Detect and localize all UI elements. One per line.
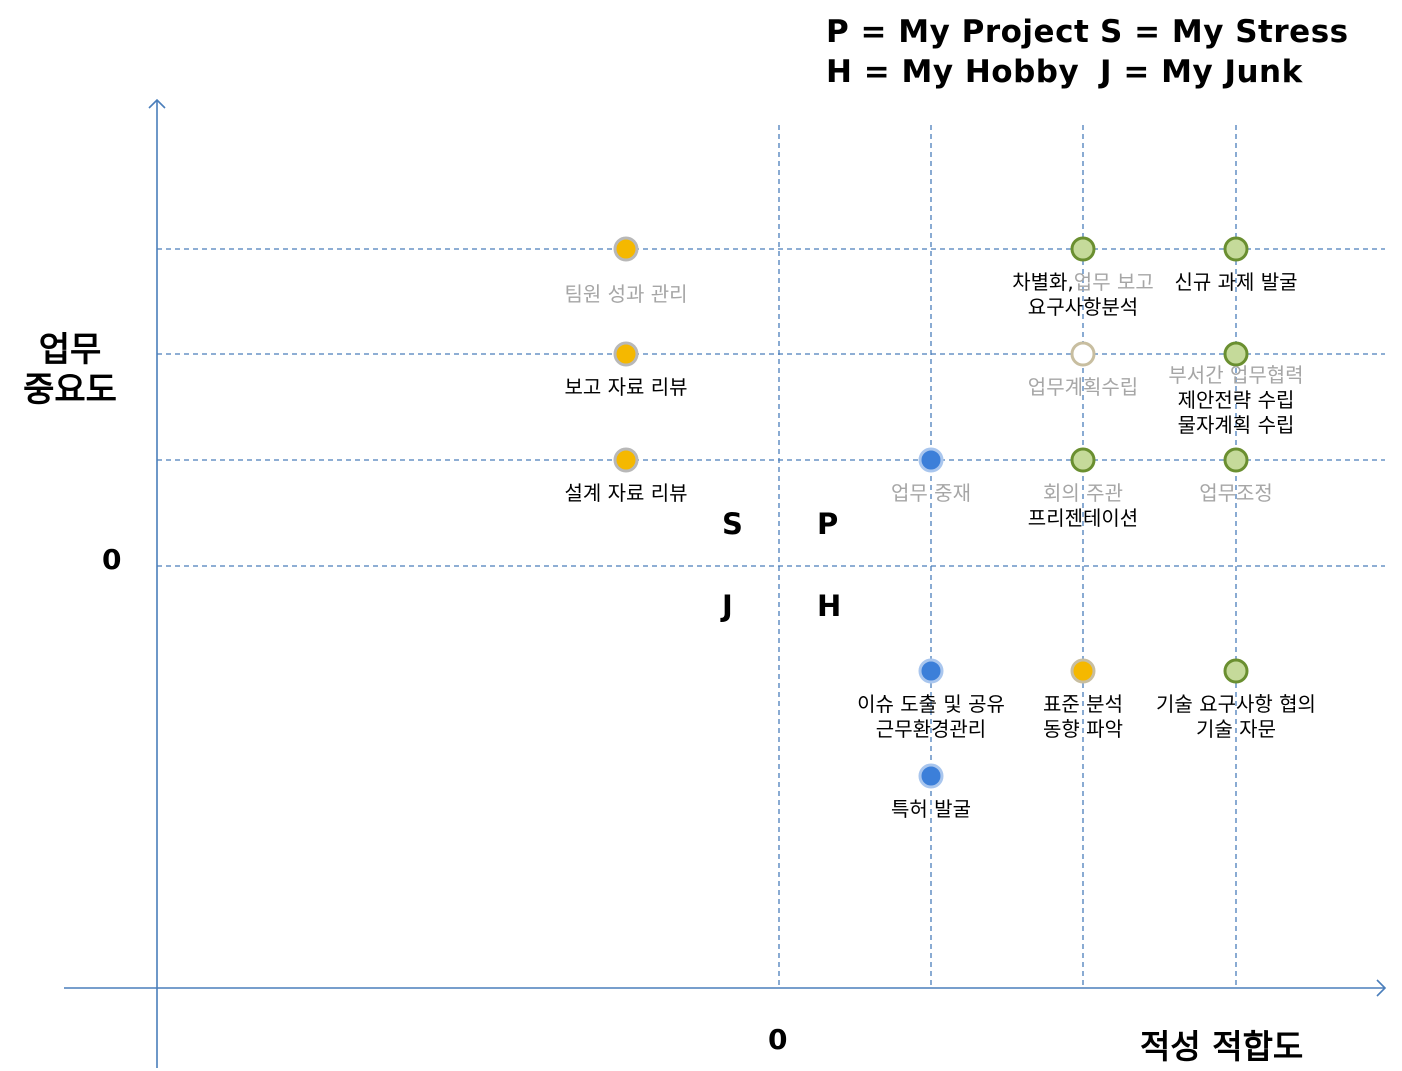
task-point-design-review: 설계 자료 리뷰 bbox=[564, 447, 688, 505]
task-point-mediation: 업무 중재 bbox=[891, 447, 971, 505]
point-label: 표준 분석 bbox=[1043, 692, 1123, 716]
legend-stress: S = My Stress bbox=[1100, 14, 1349, 50]
point-label: 동향 파악 bbox=[1043, 717, 1123, 741]
task-point-team-eval: 팀원 성과 관리 bbox=[564, 236, 688, 306]
legend-project: P = My Project bbox=[826, 14, 1090, 50]
point-marker bbox=[1223, 341, 1249, 367]
point-label: 신규 과제 발굴 bbox=[1174, 270, 1297, 294]
point-label: 요구사항분석 bbox=[1028, 295, 1138, 319]
grid-lines bbox=[157, 125, 1385, 988]
task-point-new-task: 신규 과제 발굴 bbox=[1174, 236, 1298, 294]
y-axis-title-line2: 중요도 bbox=[23, 370, 117, 410]
task-point-report-review: 보고 자료 리뷰 bbox=[564, 341, 688, 399]
point-label: 업무 중재 bbox=[891, 481, 971, 505]
point-label: 제안전략 수립 bbox=[1178, 388, 1295, 412]
quadrant-stress-marker: S bbox=[722, 507, 743, 541]
point-label: 물자계획 수립 bbox=[1178, 413, 1295, 437]
point-label: 특허 발굴 bbox=[891, 797, 971, 821]
point-label: 기술 자문 bbox=[1196, 717, 1276, 741]
y-axis-title-line1: 업무 bbox=[38, 330, 102, 370]
point-label: 이슈 도출 및 공유 bbox=[857, 692, 1005, 716]
point-label: 회의 주관 bbox=[1043, 481, 1123, 505]
point-label-part: 업무 보고 bbox=[1074, 270, 1154, 294]
point-label-part: 차별화, bbox=[1012, 270, 1074, 294]
point-label: 보고 자료 리뷰 bbox=[564, 375, 687, 399]
point-label: 부서간 업무협력 bbox=[1168, 363, 1303, 387]
y-zero-label: 0 bbox=[102, 543, 122, 576]
point-marker bbox=[1223, 658, 1249, 684]
point-label: 기술 요구사항 협의 bbox=[1156, 692, 1316, 716]
x-axis-title: 적성 적합도 bbox=[1140, 1027, 1304, 1066]
point-marker bbox=[918, 447, 944, 473]
quadrant-project-marker: P bbox=[817, 507, 839, 541]
quadrant-junk-marker: J bbox=[722, 589, 733, 623]
point-label: 프리젠테이션 bbox=[1028, 506, 1138, 530]
point-label: 업무조정 bbox=[1199, 481, 1273, 505]
task-point-patent: 특허 발굴 bbox=[891, 763, 971, 821]
axes bbox=[64, 98, 1387, 1068]
point-marker bbox=[613, 236, 639, 262]
task-point-adjust: 업무조정 bbox=[1199, 447, 1273, 505]
point-label: 팀원 성과 관리 bbox=[564, 282, 687, 306]
point-label: 설계 자료 리뷰 bbox=[564, 481, 687, 505]
point-label: 업무계획수립 bbox=[1028, 375, 1138, 399]
point-marker bbox=[613, 341, 639, 367]
point-marker bbox=[1070, 447, 1096, 473]
point-marker bbox=[918, 763, 944, 789]
legend-junk: J = My Junk bbox=[1100, 54, 1303, 90]
point-marker bbox=[1223, 447, 1249, 473]
point-label: 근무환경관리 bbox=[876, 717, 986, 741]
point-marker bbox=[1223, 236, 1249, 262]
point-marker bbox=[1070, 341, 1096, 367]
y-axis-title: 업무 중요도 bbox=[20, 330, 120, 410]
point-marker bbox=[918, 658, 944, 684]
x-zero-label: 0 bbox=[768, 1023, 788, 1056]
task-point-work-plan: 업무계획수립 bbox=[1028, 341, 1138, 399]
point-label: 차별화,업무 보고 bbox=[1012, 270, 1154, 294]
legend-hobby: H = My Hobby bbox=[826, 54, 1080, 90]
quadrant-hobby-marker: H bbox=[817, 589, 842, 623]
point-marker bbox=[1070, 658, 1096, 684]
point-marker bbox=[1070, 236, 1096, 262]
point-marker bbox=[613, 447, 639, 473]
